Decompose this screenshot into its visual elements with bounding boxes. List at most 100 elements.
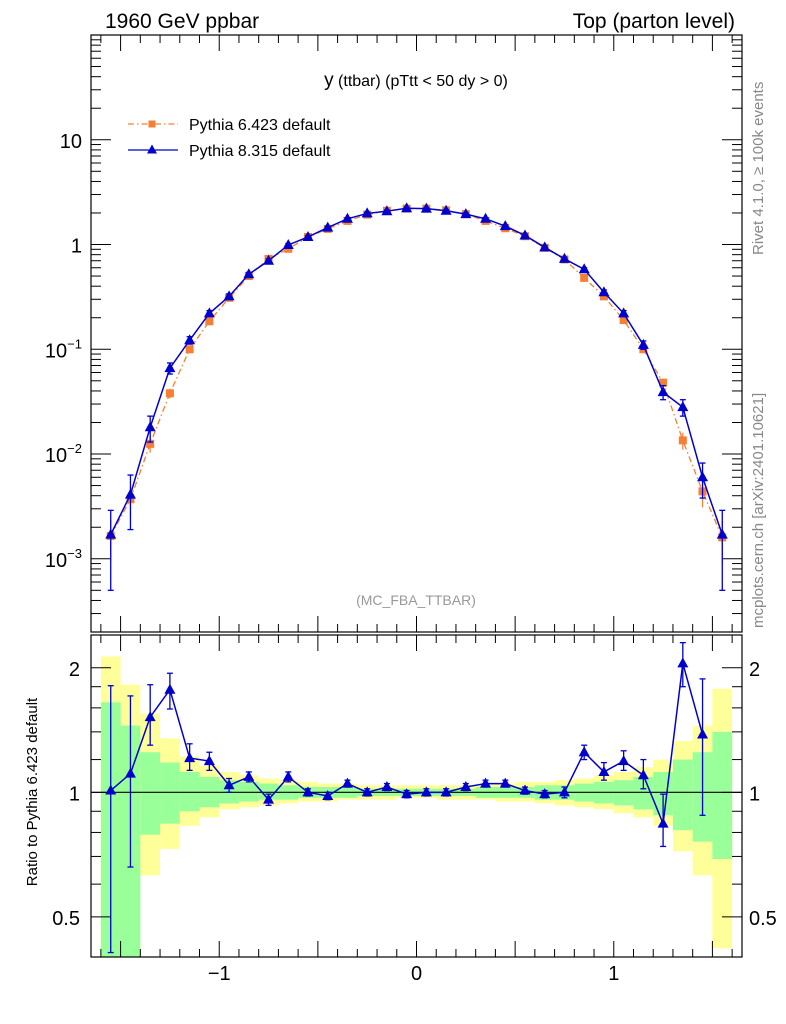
pythia8-point: [539, 241, 551, 252]
pythia8-ratio-point: [480, 777, 492, 788]
rivet-label: Rivet 4.1.0, ≥ 100k events: [750, 82, 767, 255]
ratio-y-tick-label-left: 2: [69, 659, 80, 681]
pythia8-point: [716, 528, 728, 539]
pythia8-ratio-point: [124, 767, 136, 778]
ratio-x-tick-labels: −1 0 1: [208, 963, 620, 985]
pythia8-point: [322, 221, 334, 232]
pythia8-point: [618, 307, 630, 318]
green-band-bin: [672, 759, 693, 831]
pythia8-ratio-point: [578, 746, 590, 757]
pythia8-ratio-point: [164, 683, 176, 694]
pythia8-point: [598, 286, 610, 297]
pythia8-ratio-point: [282, 770, 294, 781]
pythia8-ratio-point: [401, 788, 413, 799]
main-y-tick-label: 10−1: [45, 336, 82, 362]
pythia8-ratio-point: [519, 784, 531, 795]
green-band-bin: [179, 771, 200, 812]
pythia8-ratio-point: [203, 755, 215, 766]
legend-marker-pythia8: [147, 144, 157, 154]
header-left-title: 1960 GeV ppbar: [105, 10, 259, 33]
pythia8-ratio-point: [657, 817, 669, 828]
ratio-x-tick-label: 0: [411, 963, 422, 985]
green-band-bin: [238, 781, 259, 802]
pythia8-ratio-point: [381, 781, 393, 792]
green-band-bin: [140, 752, 161, 835]
ratio-y-axis-label: Ratio to Pythia 6.423 default: [24, 697, 41, 886]
pythia8-point: [302, 230, 314, 241]
pythia8-ratio-point: [184, 752, 196, 763]
pythia6-point: [165, 389, 174, 398]
main-y-tick-label: 10−2: [45, 441, 82, 467]
pythia8-ratio-point: [144, 711, 156, 722]
pythia8-point: [440, 204, 452, 215]
pythia8-ratio-point: [598, 765, 610, 776]
pythia8-point: [164, 362, 176, 373]
pythia8-ratio-point: [420, 786, 432, 797]
pythia8-ratio-point: [539, 788, 551, 799]
plot-title-main: y: [324, 70, 334, 91]
main-y-tick-label-base: 10: [45, 550, 67, 572]
main-y-tick-label: 10: [60, 131, 82, 153]
pythia8-point: [657, 386, 669, 397]
legend: Pythia 6.423 default Pythia 8.315 defaul…: [128, 117, 331, 160]
pythia8-point: [105, 528, 117, 539]
pythia8-ratio-point: [558, 786, 570, 797]
main-y-tick-label-base: 10: [45, 340, 67, 362]
pythia8-point: [124, 488, 136, 499]
pythia8-point: [282, 238, 294, 249]
green-band-bin: [712, 731, 733, 860]
ratio-y-tick-label-right: 0.5: [749, 908, 777, 930]
pythia8-point: [263, 254, 275, 265]
pythia8-point: [341, 212, 353, 223]
ratio-uncertainty-bands: [100, 656, 733, 957]
pythia6-point: [580, 273, 589, 282]
pythia8-point: [184, 334, 196, 345]
pythia8-ratio-point: [243, 770, 255, 781]
main-y-tick-label-exp: −2: [67, 441, 82, 456]
pythia8-ratio-point: [440, 786, 452, 797]
pythia8-point: [499, 220, 511, 231]
pythia8-line: [110, 207, 723, 535]
mcplots-label: mcplots.cern.ch [arXiv:2401.10621]: [750, 393, 767, 628]
series-pythia8-main: [105, 202, 728, 591]
pythia6-point: [619, 316, 628, 325]
pythia8-point: [381, 205, 393, 216]
pythia6-point: [205, 317, 214, 326]
green-band-bin: [258, 783, 279, 800]
pythia8-ratio-point: [302, 786, 314, 797]
pythia8-ratio-point: [223, 779, 235, 790]
legend-label-pythia8: Pythia 8.315 default: [189, 143, 331, 160]
pythia8-ratio-point: [341, 777, 353, 788]
ratio-y-tick-labels: 0.5 0.5 1 1 2 2: [52, 659, 777, 930]
plot-title: y (ttbar) (pTtt < 50 dy > 0): [324, 70, 508, 91]
pythia6-point: [599, 292, 608, 301]
main-y-ticks: [91, 34, 742, 633]
pythia8-point: [203, 307, 215, 318]
plot-watermark: (MC_FBA_TTBAR): [356, 592, 476, 608]
pythia8-ratio-point: [697, 728, 709, 739]
main-x-ticks: [100, 35, 733, 632]
pythia8-point: [243, 268, 255, 279]
pythia8-ratio-point: [460, 781, 472, 792]
main-y-tick-label-exp: −1: [67, 336, 82, 351]
legend-entry-pythia8: Pythia 8.315 default: [128, 143, 331, 160]
legend-label-pythia6: Pythia 6.423 default: [189, 117, 331, 134]
pythia8-point: [637, 338, 649, 349]
pythia6-line: [110, 207, 723, 538]
pythia8-point: [558, 252, 570, 263]
main-y-tick-label-exp: −3: [67, 546, 82, 561]
pythia8-point: [697, 471, 709, 482]
green-band-bin: [633, 776, 654, 810]
pythia8-point: [223, 290, 235, 301]
pythia8-point: [677, 401, 689, 412]
pythia8-point: [578, 263, 590, 274]
ratio-x-ticks: [100, 635, 733, 957]
legend-marker-pythia6: [148, 120, 156, 128]
pythia8-ratio-point: [618, 755, 630, 766]
pythia8-point: [519, 229, 531, 240]
pythia8-point: [401, 202, 413, 213]
pythia6-point: [659, 378, 668, 387]
